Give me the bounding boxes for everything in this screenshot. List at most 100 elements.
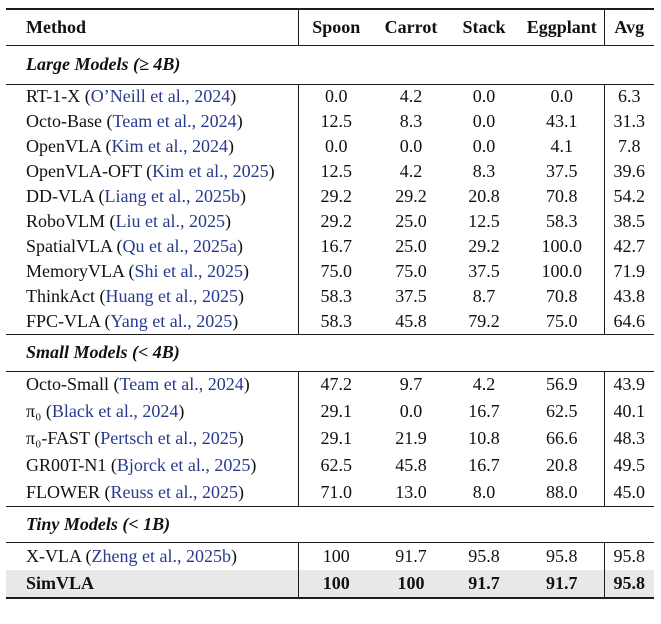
table-row: π₀ (Black et al., 2024) 29.1 0.0 16.7 62.5 40… bbox=[6, 398, 654, 425]
avg-value: 38.5 bbox=[603, 209, 654, 234]
citation-link[interactable]: Reuss et al., 2025 bbox=[110, 481, 239, 502]
carrot-value: 100 bbox=[374, 570, 448, 598]
citation-link[interactable]: Team et al., 2024 bbox=[112, 111, 237, 132]
method-cell: FLOWER (Reuss et al., 2025) bbox=[26, 481, 244, 502]
method-cell: π₀-FAST (Pertsch et al., 2025) bbox=[26, 428, 244, 449]
citation-link[interactable]: Pertsch et al., 2025 bbox=[100, 428, 238, 449]
spoon-value: 71.0 bbox=[297, 479, 374, 506]
spoon-value: 47.2 bbox=[297, 371, 374, 398]
eggplant-value: 100.0 bbox=[541, 261, 583, 282]
citation-link[interactable]: Team et al., 2024 bbox=[119, 374, 244, 395]
stack-value: 16.7 bbox=[468, 401, 500, 422]
carrot-value: 4.2 bbox=[399, 161, 423, 182]
avg-value: 49.5 bbox=[603, 452, 654, 479]
citation-link[interactable]: Qu et al., 2025a bbox=[122, 236, 237, 257]
carrot-value: 0.0 bbox=[399, 136, 423, 157]
spoon-value: 58.3 bbox=[297, 284, 374, 309]
eggplant-value: 100.0 bbox=[541, 236, 583, 257]
method-cell: SpatialVLA (Qu et al., 2025a) bbox=[26, 236, 243, 257]
eggplant-value: 95.8 bbox=[546, 545, 578, 566]
method-name: ThinkAct bbox=[26, 286, 95, 307]
table-row: DD-VLA (Liang et al., 2025b) 29.2 29.2 20.8… bbox=[6, 184, 654, 209]
section-header-row: Tiny Models (< 1B) bbox=[6, 506, 654, 542]
method-name: X-VLA bbox=[26, 545, 81, 566]
eggplant-value: 56.9 bbox=[546, 374, 578, 395]
citation-link[interactable]: Black et al., 2024 bbox=[51, 401, 179, 422]
eggplant-value: 91.7 bbox=[520, 570, 604, 598]
citation-link[interactable]: O’Neill et al., 2024 bbox=[90, 86, 231, 107]
avg-value: 42.7 bbox=[603, 234, 654, 259]
stack-value: 10.8 bbox=[468, 428, 500, 449]
stack-value: 0.0 bbox=[472, 111, 496, 132]
citation-link[interactable]: Huang et al., 2025 bbox=[105, 286, 238, 307]
eggplant-value: 70.8 bbox=[546, 186, 578, 207]
table-row: Octo-Small (Team et al., 2024) 47.2 9.7 4.2… bbox=[6, 371, 654, 398]
eggplant-value: 66.6 bbox=[546, 428, 578, 449]
carrot-value: 0.0 bbox=[399, 401, 423, 422]
table-row: Octo-Base (Team et al., 2024) 12.5 8.3 0.0 4… bbox=[6, 109, 654, 134]
eggplant-value: 20.8 bbox=[546, 455, 578, 476]
method-name: π₀-FAST bbox=[26, 428, 90, 449]
method-name: OpenVLA-OFT bbox=[26, 161, 142, 182]
carrot-value: 25.0 bbox=[395, 236, 427, 257]
method-cell: GR00T-N1 (Bjorck et al., 2025) bbox=[26, 455, 257, 476]
carrot-value: 21.9 bbox=[395, 428, 427, 449]
carrot-value: 4.2 bbox=[399, 86, 423, 107]
citation-link[interactable]: Bjorck et al., 2025 bbox=[116, 455, 251, 476]
citation-link[interactable]: Liang et al., 2025b bbox=[104, 186, 240, 207]
stack-value: 8.7 bbox=[472, 286, 496, 307]
eggplant-value: 75.0 bbox=[546, 310, 578, 331]
eggplant-value: 58.3 bbox=[546, 211, 578, 232]
col-header-method: Method bbox=[26, 16, 86, 37]
stack-value: 79.2 bbox=[468, 310, 500, 331]
method-name: Octo-Base bbox=[26, 111, 102, 132]
citation-link[interactable]: Kim et al., 2024 bbox=[111, 136, 228, 157]
table-row: OpenVLA-OFT (Kim et al., 2025) 12.5 4.2 8.3… bbox=[6, 159, 654, 184]
spoon-value: 62.5 bbox=[297, 452, 374, 479]
col-header-stack: Stack bbox=[462, 16, 506, 37]
table-row: RoboVLM (Liu et al., 2025) 29.2 25.0 12.5 58… bbox=[6, 209, 654, 234]
citation-link[interactable]: Yang et al., 2025 bbox=[110, 310, 233, 331]
spoon-value: 0.0 bbox=[297, 84, 374, 109]
section-header-row: Small Models (< 4B) bbox=[6, 334, 654, 371]
table-row: SpatialVLA (Qu et al., 2025a) 16.7 25.0 29.… bbox=[6, 234, 654, 259]
eggplant-value: 43.1 bbox=[546, 111, 578, 132]
avg-value: 43.8 bbox=[603, 284, 654, 309]
table-row: X-VLA (Zheng et al., 2025b) 100 91.7 95.8 95… bbox=[6, 542, 654, 570]
avg-value: 31.3 bbox=[603, 109, 654, 134]
method-name: SpatialVLA bbox=[26, 236, 112, 257]
method-name: MemoryVLA bbox=[26, 261, 124, 282]
method-cell: π₀ (Black et al., 2024) bbox=[26, 401, 185, 422]
citation-link[interactable]: Kim et al., 2025 bbox=[152, 161, 269, 182]
col-header-carrot: Carrot bbox=[384, 16, 438, 37]
table-row: FPC-VLA (Yang et al., 2025) 58.3 45.8 79.2 7… bbox=[6, 309, 654, 334]
method-cell: X-VLA (Zheng et al., 2025b) bbox=[26, 545, 237, 566]
table-row: π₀-FAST (Pertsch et al., 2025) 29.1 21.9 10… bbox=[6, 425, 654, 452]
table-row: OpenVLA (Kim et al., 2024) 0.0 0.0 0.0 4.1 7.… bbox=[6, 134, 654, 159]
citation-link[interactable]: Zheng et al., 2025b bbox=[91, 545, 231, 566]
method-cell: OpenVLA-OFT (Kim et al., 2025) bbox=[26, 161, 275, 182]
avg-value: 48.3 bbox=[603, 425, 654, 452]
avg-value: 7.8 bbox=[603, 134, 654, 159]
method-cell: SimVLA bbox=[6, 570, 298, 598]
avg-value: 54.2 bbox=[603, 184, 654, 209]
method-cell: OpenVLA (Kim et al., 2024) bbox=[26, 136, 234, 157]
citation-link[interactable]: Shi et al., 2025 bbox=[134, 261, 244, 282]
citation-link[interactable]: Liu et al., 2025 bbox=[115, 211, 225, 232]
table-row: FLOWER (Reuss et al., 2025) 71.0 13.0 8.0 88… bbox=[6, 479, 654, 506]
spoon-value: 12.5 bbox=[297, 159, 374, 184]
stack-value: 0.0 bbox=[472, 136, 496, 157]
method-cell: Octo-Base (Team et al., 2024) bbox=[26, 111, 243, 132]
carrot-value: 25.0 bbox=[395, 211, 427, 232]
eggplant-value: 62.5 bbox=[546, 401, 578, 422]
eggplant-value: 88.0 bbox=[546, 481, 578, 502]
stack-value: 8.0 bbox=[472, 481, 496, 502]
method-name: RoboVLM bbox=[26, 211, 106, 232]
avg-value: 71.9 bbox=[603, 259, 654, 284]
spoon-value: 29.2 bbox=[297, 184, 374, 209]
avg-value: 39.6 bbox=[603, 159, 654, 184]
paper-results-table-figure: Method Spoon Carrot Stack Eggplant Avg L… bbox=[0, 8, 661, 624]
avg-value: 6.3 bbox=[603, 84, 654, 109]
stack-value: 95.8 bbox=[468, 545, 500, 566]
results-table-body: Large Models (≥ 4B) RT-1-X (O’Neill et al… bbox=[6, 45, 654, 598]
